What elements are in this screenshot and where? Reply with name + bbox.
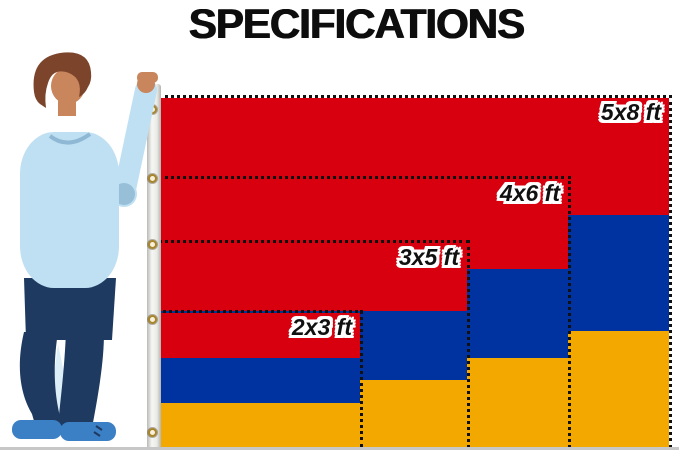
- flag-size-label-4x6: 4x6 ft: [499, 180, 560, 206]
- grommet-icon: [148, 315, 157, 324]
- person-left-shoe: [12, 420, 62, 439]
- shoe-lace-detail: [93, 425, 103, 437]
- person-hips: [24, 278, 116, 340]
- page-title: SPECIFICATIONS: [188, 0, 525, 47]
- person-torso: [20, 132, 119, 288]
- flag-size-label-2x3: 2x3 ft: [291, 314, 352, 340]
- person-illustration: [12, 52, 158, 441]
- flag-size-label-5x8: 5x8 ft: [600, 99, 661, 125]
- bottom-frame-line: [0, 447, 679, 450]
- grommet-icon: [148, 428, 157, 437]
- grommet-icon: [148, 240, 157, 249]
- person-hair: [33, 52, 92, 108]
- person-collar: [48, 132, 92, 145]
- person-hand: [137, 75, 155, 93]
- blue-stripe: [158, 358, 360, 403]
- orange-stripe: [158, 403, 360, 448]
- person-right-shoe: [60, 422, 116, 441]
- person-left-leg: [19, 332, 62, 428]
- flag-size-label-3x5: 3x5 ft: [398, 244, 459, 270]
- person-right-leg: [58, 332, 104, 428]
- red-stripe: [158, 313, 360, 358]
- grommet-icon: [148, 174, 157, 183]
- flag-2x3: 2x3 ft: [158, 310, 363, 448]
- person-forearm: [113, 79, 157, 205]
- red-stripe: [158, 243, 467, 312]
